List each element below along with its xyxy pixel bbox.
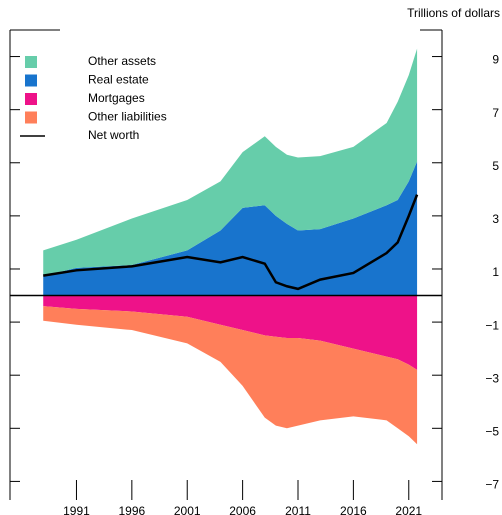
legend-swatch <box>25 93 37 105</box>
y-tick-label: −5 <box>485 424 499 438</box>
legend-swatch <box>25 111 37 124</box>
x-tick-label: 2021 <box>395 504 422 515</box>
legend-label: Net worth <box>88 128 139 142</box>
legend-swatch <box>25 74 37 87</box>
x-tick-label: 1991 <box>63 504 90 515</box>
line <box>43 194 419 291</box>
area <box>43 161 418 296</box>
area <box>43 295 418 370</box>
y-tick-label: 1 <box>492 265 499 279</box>
area <box>43 306 418 445</box>
y-tick-label: 7 <box>492 106 499 120</box>
units-label: Trillions of dollars <box>407 6 500 20</box>
x-tick-label: 2016 <box>340 504 367 515</box>
legend-swatch <box>25 56 37 68</box>
legend-label: Mortgages <box>88 91 145 105</box>
y-tick-label: −3 <box>485 371 499 385</box>
x-tick-label: 2011 <box>285 504 311 515</box>
y-tick-label: 9 <box>492 53 499 67</box>
x-tick-label: 2001 <box>174 504 201 515</box>
y-tick-label: 5 <box>492 159 499 173</box>
legend-label: Other assets <box>88 54 156 68</box>
y-tick-label: −1 <box>485 318 499 332</box>
y-tick-label: 3 <box>492 212 499 226</box>
y-tick-label: −7 <box>485 478 499 492</box>
legend-label: Other liabilities <box>88 110 167 124</box>
x-tick-label: 1996 <box>118 504 145 515</box>
legend-label: Real estate <box>88 73 149 87</box>
area <box>43 48 418 276</box>
x-tick-label: 2006 <box>229 504 256 515</box>
